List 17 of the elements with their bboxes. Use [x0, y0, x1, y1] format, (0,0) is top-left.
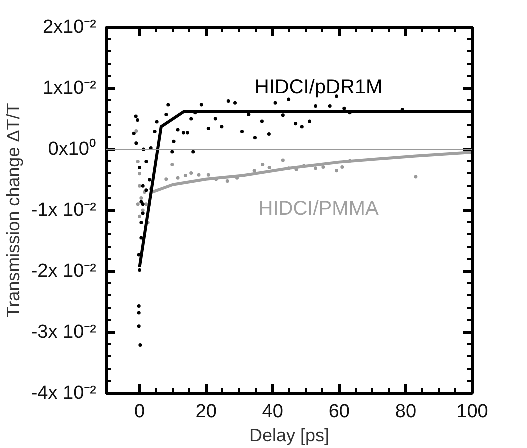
- x-tick-label: 60: [328, 402, 350, 422]
- y-axis-title: Transmission change ΔT/T: [3, 103, 24, 318]
- y-tick-label: 1x10⁻²: [42, 78, 97, 99]
- x-tick-label: 20: [196, 402, 217, 422]
- series-label: HIDCI/PMMA: [258, 198, 380, 220]
- x-tick-label: 100: [456, 402, 488, 422]
- y-tick-label: -4x 10⁻²: [31, 383, 97, 404]
- x-tick-label: 40: [262, 402, 284, 422]
- series-label: HIDCI/pDR1M: [254, 76, 383, 99]
- x-tick-label: 80: [395, 402, 417, 422]
- x-tick-label: 0: [134, 402, 146, 422]
- y-tick-label: 2x10⁻²: [42, 17, 97, 38]
- y-tick-label: -1x 10⁻²: [31, 200, 97, 221]
- y-tick-label: 0x10⁰: [48, 138, 96, 160]
- y-tick-label: -3x 10⁻²: [31, 322, 97, 343]
- x-axis-title: Delay [ps]: [249, 426, 330, 446]
- y-tick-label: -2x 10⁻²: [31, 261, 97, 282]
